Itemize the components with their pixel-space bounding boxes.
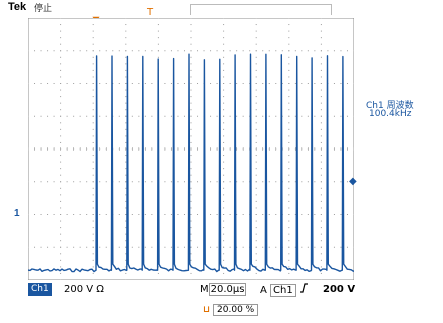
trigger-channel: Ch1 [270,284,296,297]
brand-logo: Tek [8,1,27,13]
time-prefix: M [200,284,209,295]
record-trigger-icon: T [146,7,154,17]
trigger-info: A Ch1 [260,283,309,297]
measurement-value: 100.4kHz [369,109,412,119]
graticule [28,18,354,280]
svg-text:T: T [146,7,154,17]
trigger-position-readout: ⊔ 20.00 % [203,304,259,316]
record-view-window [190,4,332,15]
channel-badge[interactable]: Ch1 [28,283,52,296]
status-bar: Ch1 200 V Ω M 20.0µs A Ch1 200 V [28,283,358,297]
rising-edge-icon [299,283,308,293]
trigger-level: 200 V [323,284,356,295]
oscilloscope-screen [28,18,354,280]
horizontal-scale: M 20.0µs [200,283,247,296]
channel-1-ground-marker[interactable]: 1 [14,208,20,219]
measurement-label: Ch1 周波数 [366,101,414,111]
trigger-position-marker-icon: ⊔ [203,305,211,315]
time-scale-value: 20.0µs [208,283,247,296]
right-edge-arrow-icon: ◆ [349,176,357,187]
vertical-scale: 200 V Ω [64,284,104,295]
top-record-bar [66,0,386,16]
waveform-trace [28,53,354,273]
trigger-prefix: A [260,285,267,296]
trigger-position-value: 20.00 % [213,304,259,316]
run-status: 停止 [34,4,53,14]
